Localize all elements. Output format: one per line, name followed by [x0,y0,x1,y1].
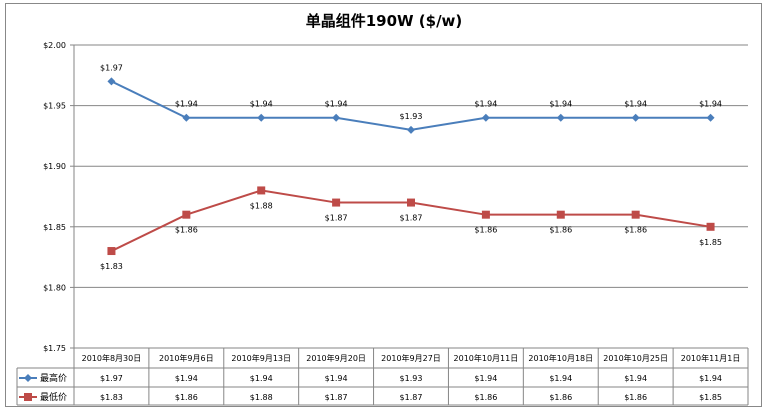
table-cell: $1.94 [699,374,722,383]
y-tick-label: $1.85 [43,223,66,232]
data-label: $1.86 [175,226,198,235]
data-point [257,113,266,122]
category-label: 2010年9月27日 [381,353,441,363]
y-tick-label: $1.75 [43,344,66,353]
data-point [182,113,191,122]
data-point [631,210,640,219]
data-label: $1.94 [624,100,647,109]
y-tick-label: $2.00 [43,41,66,50]
table-cell: $1.87 [400,393,423,402]
data-label: $1.94 [175,100,198,109]
data-point [706,222,715,231]
data-label: $1.94 [699,100,722,109]
data-label: $1.97 [100,63,123,72]
data-label: $1.83 [100,262,123,271]
data-point [257,186,266,195]
category-label: 2010年9月13日 [231,353,291,363]
legend-marker [24,374,32,382]
table-cell: $1.94 [474,374,497,383]
category-label: 2010年10月18日 [528,353,593,363]
chart-frame [5,3,762,407]
category-label: 2010年11月1日 [681,353,741,363]
legend-marker [24,393,32,401]
data-label: $1.86 [474,226,497,235]
table-cell: $1.86 [549,393,572,402]
data-label: $1.94 [250,100,273,109]
data-point [556,210,565,219]
y-tick-label: $1.90 [43,162,66,171]
table-cell: $1.94 [325,374,348,383]
table-cell: $1.86 [624,393,647,402]
data-point [107,77,116,86]
data-point [556,113,565,122]
data-point [481,210,490,219]
data-label: $1.87 [325,214,348,223]
category-label: 2010年9月20日 [306,353,366,363]
data-point [631,113,640,122]
table-cell: $1.94 [549,374,572,383]
data-label: $1.86 [624,226,647,235]
data-point [107,247,116,256]
table-cell: $1.83 [100,393,123,402]
table-cell: $1.86 [474,393,497,402]
table-cell: $1.87 [325,393,348,402]
y-tick-label: $1.80 [43,283,66,292]
data-point [481,113,490,122]
table-cell: $1.86 [175,393,198,402]
data-label: $1.94 [325,100,348,109]
data-label: $1.94 [474,100,497,109]
y-tick-label: $1.95 [43,102,66,111]
data-point [332,198,341,207]
chart-title: 单晶组件190W ($/w) [306,12,463,30]
category-label: 2010年10月25日 [603,353,668,363]
table-cell: $1.93 [400,374,423,383]
category-label: 2010年8月30日 [82,353,142,363]
data-point [182,210,191,219]
data-label: $1.85 [699,238,722,247]
category-label: 2010年9月6日 [159,353,214,363]
table-cell: $1.97 [100,374,123,383]
data-label: $1.88 [250,201,273,210]
table-cell: $1.94 [624,374,647,383]
data-label: $1.86 [549,226,572,235]
data-point [332,113,341,122]
table-cell: $1.94 [175,374,198,383]
data-label: $1.87 [400,214,423,223]
legend-label: 最高价 [40,372,67,384]
data-point [706,113,715,122]
category-label: 2010年10月11日 [454,353,519,363]
table-cell: $1.88 [250,393,273,402]
data-label: $1.94 [549,100,572,109]
data-point [407,198,415,207]
table-cell: $1.94 [250,374,273,383]
table-cell: $1.85 [699,393,722,402]
data-label: $1.93 [400,112,423,121]
data-point [407,125,415,134]
legend-label: 最低价 [40,391,67,403]
